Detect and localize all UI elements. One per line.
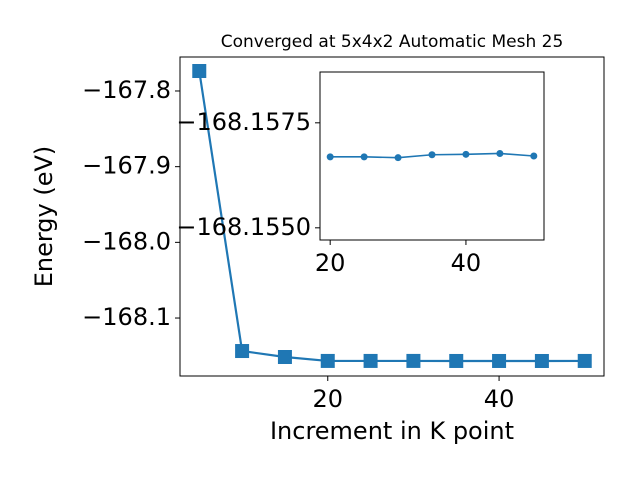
marker: [449, 353, 464, 368]
x-axis-label: Increment in K point: [270, 417, 514, 445]
y-tick-label: −168.1550: [176, 213, 311, 241]
y-tick-label: −167.9: [82, 152, 171, 180]
series-line: [198, 70, 585, 363]
x-tick-label: 40: [451, 249, 482, 277]
axes-frame: [319, 71, 545, 241]
marker: [577, 353, 592, 368]
marker: [462, 150, 470, 158]
x-tick-label: 40: [484, 385, 515, 413]
marker: [235, 344, 250, 359]
marker: [192, 64, 207, 79]
marker: [530, 152, 538, 160]
y-tick-label: −168.1: [82, 303, 171, 331]
marker: [492, 353, 507, 368]
marker: [326, 153, 334, 161]
y-tick-label: −168.0: [82, 227, 171, 255]
y-tick-label: −167.8: [82, 76, 171, 104]
x-tick-label: 20: [315, 249, 346, 277]
y-tick-label: −168.1575: [176, 108, 311, 136]
y-axis-label: Energy (eV): [30, 146, 58, 288]
x-tick-label: 20: [312, 385, 343, 413]
marker: [428, 151, 436, 159]
marker: [363, 353, 378, 368]
marker: [406, 353, 421, 368]
marker: [534, 353, 549, 368]
marker: [496, 149, 504, 157]
chart-title: Converged at 5x4x2 Automatic Mesh 25: [221, 32, 564, 52]
axes-frame: [179, 56, 605, 377]
marker: [360, 153, 368, 161]
marker: [277, 350, 292, 365]
marker: [394, 154, 402, 162]
marker: [320, 353, 335, 368]
